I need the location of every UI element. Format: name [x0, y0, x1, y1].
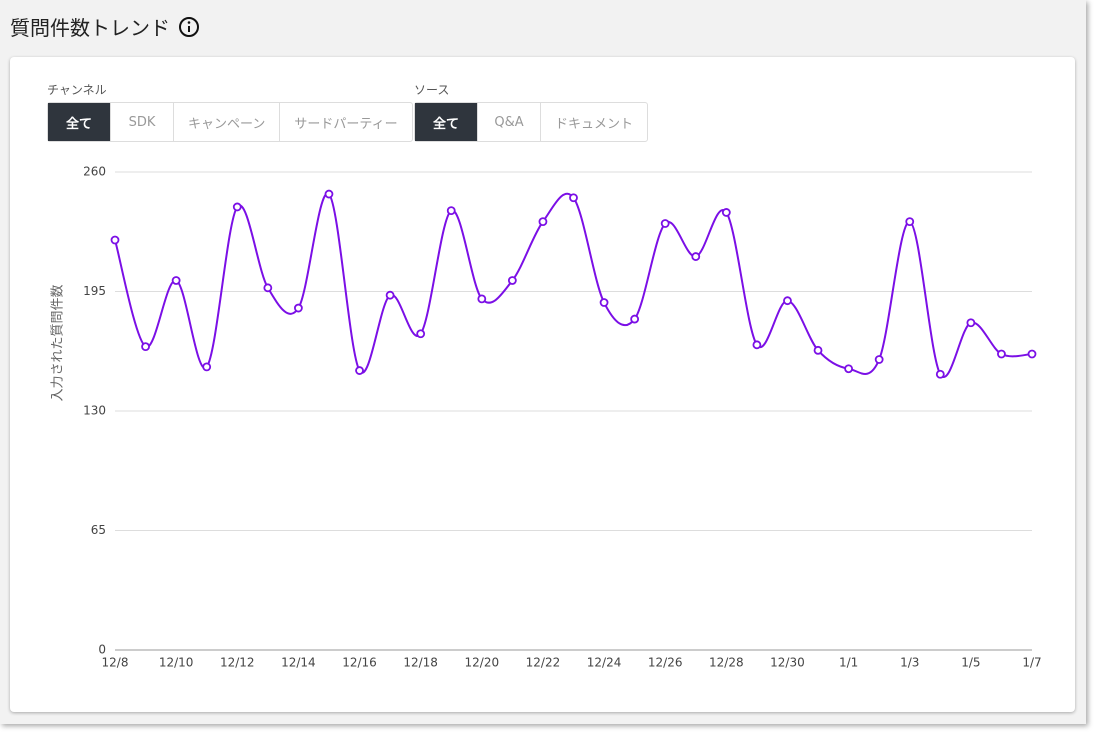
point	[110, 235, 120, 245]
filter-button[interactable]: サードパーティー	[294, 116, 398, 132]
filter-group: チャンネル全て SDK キャンペーン サードパーティー	[47, 81, 413, 142]
x-tick-label: 12/22	[526, 656, 561, 670]
card: チャンネル 全て SDK キャンペーン サードパーティー ソース 全て Q&A ドキュメント	[10, 57, 1075, 712]
point	[446, 206, 456, 216]
x-tick-label: 12/20	[465, 656, 500, 670]
x-tick-label: 12/26	[648, 656, 683, 670]
point	[569, 193, 578, 203]
point	[141, 342, 150, 352]
x-tick-label: 12/10	[159, 656, 194, 670]
filter-button[interactable]: Q&A	[478, 103, 541, 141]
point	[355, 366, 364, 375]
x-tick-label: 12/18	[403, 656, 438, 670]
filter-button[interactable]: ドキュメント	[555, 116, 634, 132]
x-tick-label: 1/7	[1022, 656, 1041, 670]
point	[599, 298, 609, 307]
x-tick-label: 12/12	[220, 656, 255, 670]
x-tick-label: 1/3	[900, 656, 919, 670]
point	[507, 276, 517, 285]
point	[691, 252, 701, 261]
x-tick-label: 1/5	[961, 656, 980, 670]
header: 質問件数トレンド	[10, 12, 200, 41]
filter-button[interactable]: キャンペーン	[174, 103, 281, 141]
filter-group: ソース全て Q&A ドキュメント	[414, 81, 649, 142]
filter-button[interactable]: 全て	[415, 103, 478, 141]
point	[997, 349, 1006, 359]
y-tick-label: 0	[98, 643, 106, 657]
point	[660, 219, 670, 228]
point	[844, 364, 853, 374]
y-axis-label: 入力された質問件数	[50, 284, 66, 401]
y-tick-label: 260	[83, 165, 106, 179]
button-group: 全て SDK キャンペーン サードパーティー	[47, 102, 413, 142]
x-tick-label: 12/8	[102, 656, 129, 670]
y-tick-label: 65	[91, 523, 106, 537]
point	[935, 369, 945, 379]
y-tick-label: 130	[83, 404, 106, 418]
point	[293, 303, 303, 313]
point	[263, 283, 273, 293]
info-icon[interactable]	[178, 16, 200, 38]
point	[905, 217, 915, 227]
button-group: 全て Q&A ドキュメント	[414, 102, 649, 142]
point	[324, 189, 334, 199]
filter-button[interactable]: SDK	[111, 103, 174, 141]
point	[721, 208, 731, 217]
point	[385, 290, 395, 300]
point	[966, 318, 976, 328]
point	[813, 345, 823, 355]
title: 質問件数トレンド	[10, 16, 170, 40]
point	[1027, 349, 1037, 359]
point	[783, 296, 792, 306]
x-tick-label: 12/14	[281, 656, 316, 670]
point	[202, 362, 212, 372]
filter-button[interactable]: 全て	[48, 103, 111, 141]
point	[232, 202, 242, 212]
x-tick-label: 12/30	[770, 656, 805, 670]
point	[874, 355, 884, 364]
point	[752, 340, 762, 350]
point	[416, 329, 426, 339]
line	[114, 192, 1033, 378]
filter-label: ソース	[414, 83, 450, 97]
x-tick-label: 12/16	[342, 656, 377, 670]
filter-label: チャンネル	[47, 83, 107, 97]
x-tick-label: 1/1	[839, 656, 858, 670]
point	[477, 294, 487, 304]
point	[538, 217, 548, 227]
point	[171, 276, 181, 285]
point	[630, 314, 640, 324]
x-tick-label: 12/28	[709, 656, 744, 670]
y-tick-label: 195	[83, 284, 106, 298]
x-tick-label: 12/24	[587, 656, 622, 670]
